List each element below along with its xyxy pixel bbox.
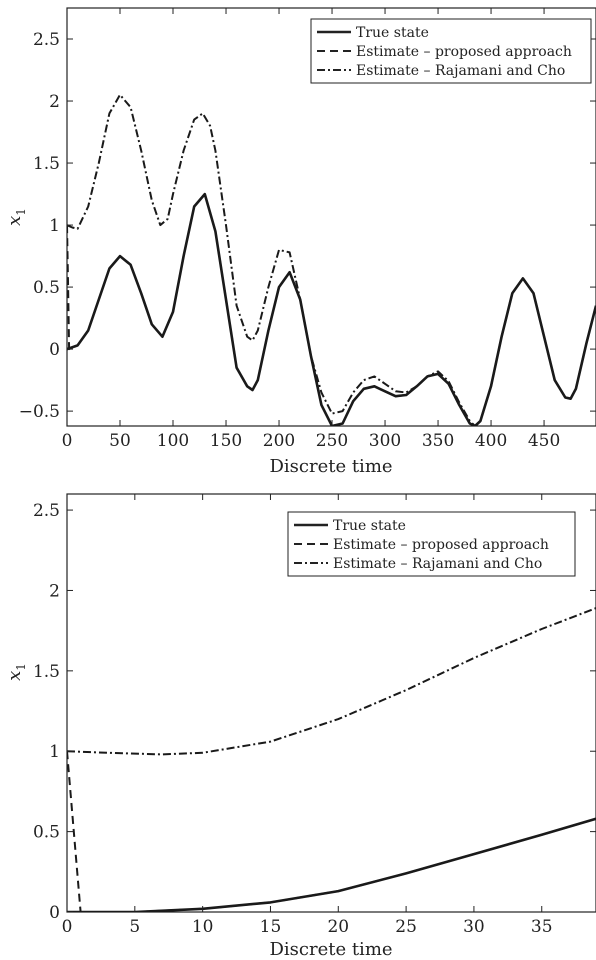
- x-tick-label: 25: [395, 917, 417, 937]
- y-tick-label: 1.5: [33, 154, 60, 174]
- legend-top: True state Estimate – proposed approach …: [310, 18, 592, 84]
- legend-label-rajamani: Estimate – Rajamani and Cho: [333, 556, 542, 572]
- y-tick-label: 0.5: [33, 823, 60, 843]
- tick-layer-bottom: 0 5 10 15 20 25 30 35 0 0.5 1 1.5 2 2.5: [33, 494, 596, 937]
- y-tick-label: −0.5: [19, 402, 60, 422]
- x-tick-label: 300: [369, 431, 401, 451]
- x-tick-label: 10: [192, 917, 214, 937]
- legend-label-true-state: True state: [356, 25, 429, 41]
- y-tick-label: 2: [49, 581, 60, 601]
- x-tick-label: 350: [422, 431, 454, 451]
- x-tick-label: 250: [316, 431, 348, 451]
- x-tick-label: 20: [327, 917, 349, 937]
- series-line-solid: [67, 192, 596, 426]
- y-tick-label: 2.5: [33, 30, 60, 50]
- x-tick-label: 400: [475, 431, 507, 451]
- x-tick-label: 150: [210, 431, 242, 451]
- y-tick-label: 0: [49, 903, 60, 923]
- legend-box-top: [310, 18, 592, 84]
- x-axis-label-bottom: Discrete time: [269, 939, 392, 960]
- x-tick-label: 100: [157, 431, 189, 451]
- x-tick-label: 35: [531, 917, 553, 937]
- plot-frame-bottom: [66, 493, 596, 913]
- y-tick-label: 1: [49, 216, 60, 236]
- y-tick-label: 1.5: [33, 662, 60, 682]
- series-line-dashdot: [67, 607, 596, 756]
- x-tick-label: 0: [62, 431, 73, 451]
- legend-label-proposed: Estimate – proposed approach: [356, 44, 572, 60]
- x-tick-label: 200: [263, 431, 295, 451]
- y-tick-label: 2: [49, 92, 60, 112]
- chart-panel-top: 0 50 100 150 200 250 300 350 400 450−0.500.511.52…: [4, 7, 596, 477]
- x-tick-label: 0: [62, 917, 73, 937]
- x-tick-label: 5: [129, 917, 140, 937]
- y-tick-label: 0: [49, 340, 60, 360]
- y-axis-label-top: x1: [4, 208, 28, 226]
- series-line-dashdot: [67, 93, 596, 426]
- series-layer-bottom: [67, 607, 596, 912]
- series-layer-top: [67, 93, 596, 426]
- legend-label-rajamani: Estimate – Rajamani and Cho: [356, 63, 565, 79]
- x-tick-label: 30: [463, 917, 485, 937]
- x-tick-label: 15: [260, 917, 282, 937]
- y-axis-label-bottom: x1: [4, 663, 28, 681]
- tick-layer-top: 0 50 100 150 200 250 300 350 400 450−0.500.511.52…: [19, 8, 596, 451]
- legend-label-true-state: True state: [333, 518, 406, 534]
- series-line-solid: [67, 817, 596, 912]
- x-tick-label: 450: [528, 431, 560, 451]
- legend-box-bottom: [287, 511, 576, 577]
- y-tick-label: 2.5: [33, 501, 60, 521]
- y-tick-label: 1: [49, 742, 60, 762]
- y-tick-label: 0.5: [33, 278, 60, 298]
- x-tick-label: 50: [109, 431, 131, 451]
- series-line-dashed: [67, 751, 596, 912]
- x-axis-label-top: Discrete time: [269, 456, 392, 477]
- legend-label-proposed: Estimate – proposed approach: [333, 537, 549, 553]
- legend-bottom: True state Estimate – proposed approach …: [287, 511, 576, 577]
- chart-panel-bottom: 0 5 10 15 20 25 30 35 0 0.5 1 1.5 2 2.5 Discrete time…: [4, 493, 596, 960]
